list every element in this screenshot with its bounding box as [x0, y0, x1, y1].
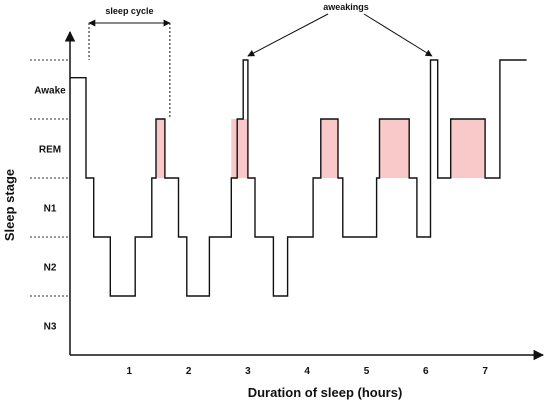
awakenings-label: aweakings	[323, 2, 369, 12]
x-tick-label-7: 7	[482, 366, 488, 377]
rem-period-5	[450, 119, 486, 178]
stage-label-n3: N3	[44, 322, 57, 333]
rem-periods	[155, 119, 486, 178]
stage-label-awake: Awake	[34, 86, 66, 97]
x-tick-label-1: 1	[127, 366, 133, 377]
stage-label-n2: N2	[44, 263, 57, 274]
labels: 1 2 3 4 5 6 7 N3 N2 N1 REM Awake Duration of sleep (…	[2, 86, 488, 401]
rem-period-2	[231, 119, 248, 178]
sleep-cycle-label: sleep cycle	[105, 6, 153, 16]
annotations: sleep cycle aweakings	[88, 2, 433, 118]
rem-period-4	[379, 119, 410, 178]
rem-period-1	[155, 119, 165, 178]
awakening-arrow-2	[363, 13, 433, 57]
stage-label-n1: N1	[44, 204, 57, 215]
x-axis-title: Duration of sleep (hours)	[248, 385, 403, 400]
y-axis-title: Sleep stage	[2, 169, 17, 241]
awakening-arrow-1	[247, 13, 329, 57]
x-tick-label-5: 5	[364, 366, 370, 377]
x-tick-label-6: 6	[423, 366, 429, 377]
x-tick-label-3: 3	[245, 366, 251, 377]
x-tick-label-4: 4	[304, 366, 310, 377]
x-tick-label-2: 2	[186, 366, 192, 377]
hypnogram-line	[70, 59, 527, 297]
axes	[64, 30, 545, 361]
stage-label-rem: REM	[39, 145, 61, 156]
rem-period-3	[320, 119, 339, 178]
hypnogram-series	[70, 59, 527, 297]
